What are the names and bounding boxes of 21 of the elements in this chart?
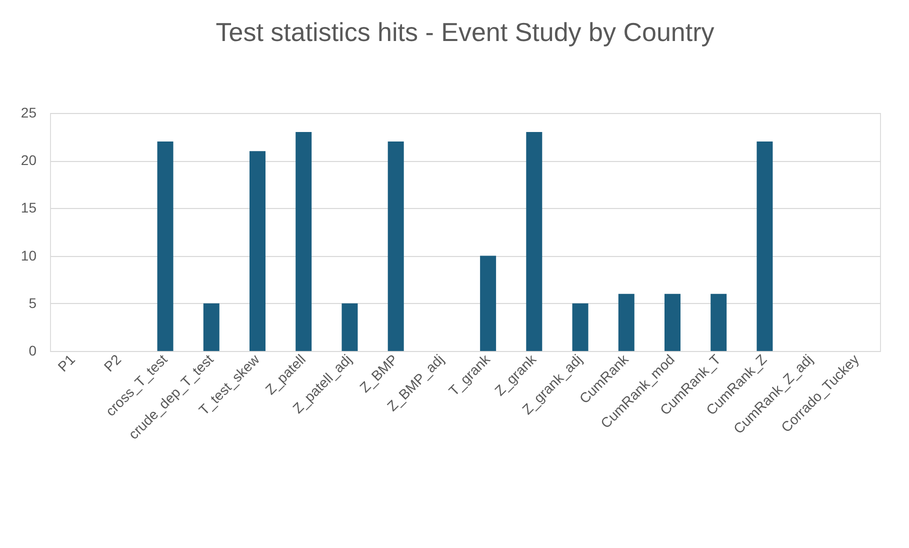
y-tick-label: 0	[28, 342, 37, 358]
chart-title: Test statistics hits - Event Study by Country	[216, 17, 714, 47]
bar	[157, 142, 174, 351]
bar	[756, 142, 773, 351]
x-tick-label: P1	[54, 350, 78, 375]
bar	[618, 294, 634, 351]
y-tick-label: 15	[20, 200, 37, 216]
bar	[296, 132, 312, 351]
bar	[572, 303, 588, 351]
bar	[342, 303, 358, 351]
bar	[250, 151, 266, 351]
y-tick-label: 10	[20, 247, 37, 264]
y-tick-label: 5	[28, 294, 37, 311]
bar	[664, 294, 680, 351]
bar	[480, 256, 496, 351]
bar	[526, 132, 542, 351]
y-tick-label: 25	[20, 104, 37, 120]
bar	[388, 142, 404, 351]
bar	[710, 294, 727, 351]
bar	[203, 303, 220, 351]
y-tick-label: 20	[20, 152, 37, 168]
